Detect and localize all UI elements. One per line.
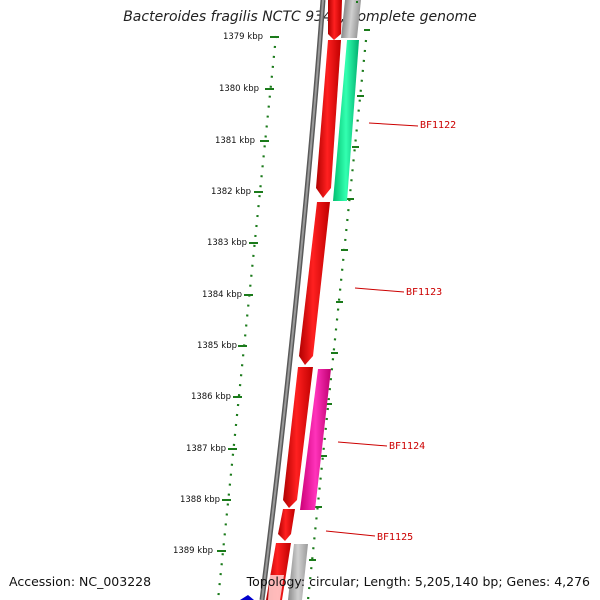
cds-feature[interactable] xyxy=(328,0,342,40)
gene-label: BF1125 xyxy=(377,532,413,543)
tick-label: 1387 kbp xyxy=(186,444,226,454)
tick-label: 1384 kbp xyxy=(202,290,242,300)
tick-label: 1381 kbp xyxy=(215,136,255,146)
tick-label: 1388 kbp xyxy=(180,495,220,505)
cds-feature[interactable] xyxy=(316,40,341,198)
tick-label: 1382 kbp xyxy=(211,187,251,197)
cds-feature[interactable] xyxy=(278,509,295,541)
outer-tick-ring xyxy=(306,39,368,600)
blast-hit-green[interactable] xyxy=(333,40,359,201)
top-marks xyxy=(356,1,370,31)
gene-label: BF1123 xyxy=(406,287,442,298)
tick-labels: 1379 kbp 1380 kbp 1381 kbp 1382 kbp 1383… xyxy=(173,32,263,556)
topology-info: Topology: circular; Length: 5,205,140 bp… xyxy=(246,574,590,589)
gene-labels: BF1122 BF1123 BF1124 BF1125 xyxy=(325,120,456,543)
major-ticks-inner xyxy=(217,36,279,552)
tick-label: 1386 kbp xyxy=(191,392,231,402)
tick-label: 1385 kbp xyxy=(197,341,237,351)
tick-label: 1379 kbp xyxy=(223,32,263,42)
blast-hit-magenta[interactable] xyxy=(300,369,331,510)
accession-info: Accession: NC_003228 xyxy=(9,574,152,589)
blast-hits[interactable] xyxy=(300,40,359,510)
cds-feature[interactable] xyxy=(283,367,313,508)
position-marker-icon xyxy=(240,595,254,600)
tick-label: 1383 kbp xyxy=(207,238,247,248)
tick-label: 1389 kbp xyxy=(173,546,213,556)
tick-label: 1380 kbp xyxy=(219,84,259,94)
gene-label: BF1122 xyxy=(420,120,456,131)
cds-feature[interactable] xyxy=(268,575,284,600)
major-ticks-outer xyxy=(309,95,364,561)
grey-features xyxy=(288,0,361,600)
inner-tick-ring xyxy=(216,35,278,600)
gene-label: BF1124 xyxy=(389,441,425,452)
cds-feature[interactable] xyxy=(299,202,330,365)
genome-backbone xyxy=(259,0,326,600)
map-title: Bacteroides fragilis NCTC 9343, complete… xyxy=(123,9,477,25)
cds-features[interactable] xyxy=(266,0,342,600)
